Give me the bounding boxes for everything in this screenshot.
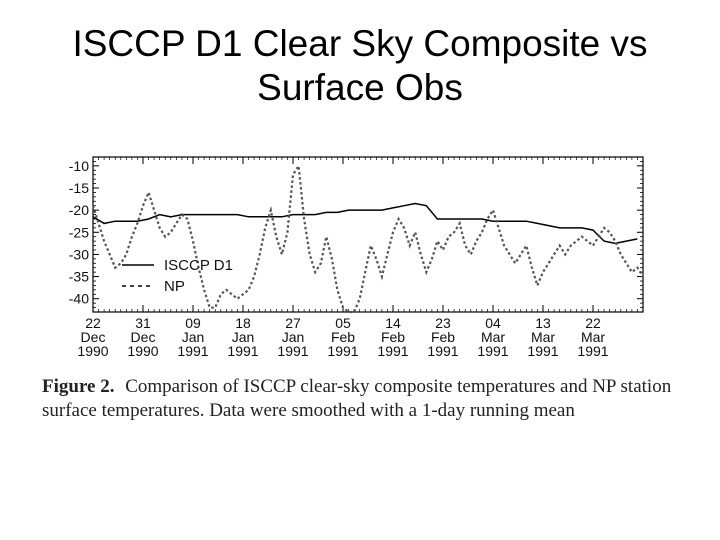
y-tick-label: -20 (69, 202, 89, 218)
x-tick-label: Jan (232, 329, 255, 345)
y-tick-label: -35 (69, 269, 89, 285)
x-tick-label: Dec (81, 329, 106, 345)
x-tick-label: 18 (235, 315, 251, 331)
x-tick-label: Feb (331, 329, 355, 345)
x-tick-label: Jan (182, 329, 205, 345)
x-tick-label: 1991 (327, 343, 358, 359)
x-tick-label: 23 (435, 315, 451, 331)
x-tick-label: 1991 (577, 343, 608, 359)
x-tick-label: 1991 (277, 343, 308, 359)
x-tick-label: 1991 (227, 343, 258, 359)
legend-label: ISCCP D1 (164, 257, 233, 274)
y-tick-label: -10 (69, 158, 89, 174)
x-tick-label: 1991 (377, 343, 408, 359)
legend-label: NP (164, 278, 185, 295)
x-tick-label: 13 (535, 315, 551, 331)
x-tick-label: 1991 (527, 343, 558, 359)
plot-frame (92, 156, 644, 313)
x-tick-label: 22 (85, 315, 101, 331)
series-line-np (91, 162, 644, 314)
x-tick-label: 09 (185, 315, 201, 331)
x-tick-label: Feb (431, 329, 455, 345)
y-tick-label: -25 (69, 224, 89, 240)
x-tick-label: 31 (135, 315, 151, 331)
x-tick-label: 14 (385, 315, 401, 331)
y-tick-label: -15 (69, 180, 89, 196)
slide-title-line-1: ISCCP D1 Clear Sky Composite vs (72, 23, 648, 64)
x-tick-label: 1991 (427, 343, 458, 359)
figure-caption: Figure 2. Comparison of ISCCP clear-sky … (42, 375, 682, 423)
x-tick-label: 27 (285, 315, 301, 331)
x-tick-label: 05 (335, 315, 351, 331)
x-tick-label: Mar (481, 329, 505, 345)
y-tick-label: -40 (69, 291, 89, 307)
x-tick-label: 04 (485, 315, 501, 331)
x-tick-label: Jan (282, 329, 305, 345)
x-tick-label: Feb (381, 329, 405, 345)
x-tick-label: 1990 (77, 343, 108, 359)
x-tick-label: 1991 (477, 343, 508, 359)
x-tick-label: 1990 (127, 343, 158, 359)
slide-title: ISCCP D1 Clear Sky Composite vs Surface … (0, 22, 720, 110)
x-tick-label: Mar (581, 329, 605, 345)
x-tick-label: 22 (585, 315, 601, 331)
x-tick-label: Dec (131, 329, 156, 345)
series-line-isccp-d1 (92, 202, 638, 245)
figure-label: Figure 2. (42, 376, 115, 397)
x-tick-label: Mar (531, 329, 555, 345)
figure-caption-text: Comparison of ISCCP clear-sky composite … (42, 376, 672, 421)
y-tick-label: -30 (69, 246, 89, 262)
x-tick-label: 1991 (177, 343, 208, 359)
slide-title-line-2: Surface Obs (257, 67, 463, 108)
